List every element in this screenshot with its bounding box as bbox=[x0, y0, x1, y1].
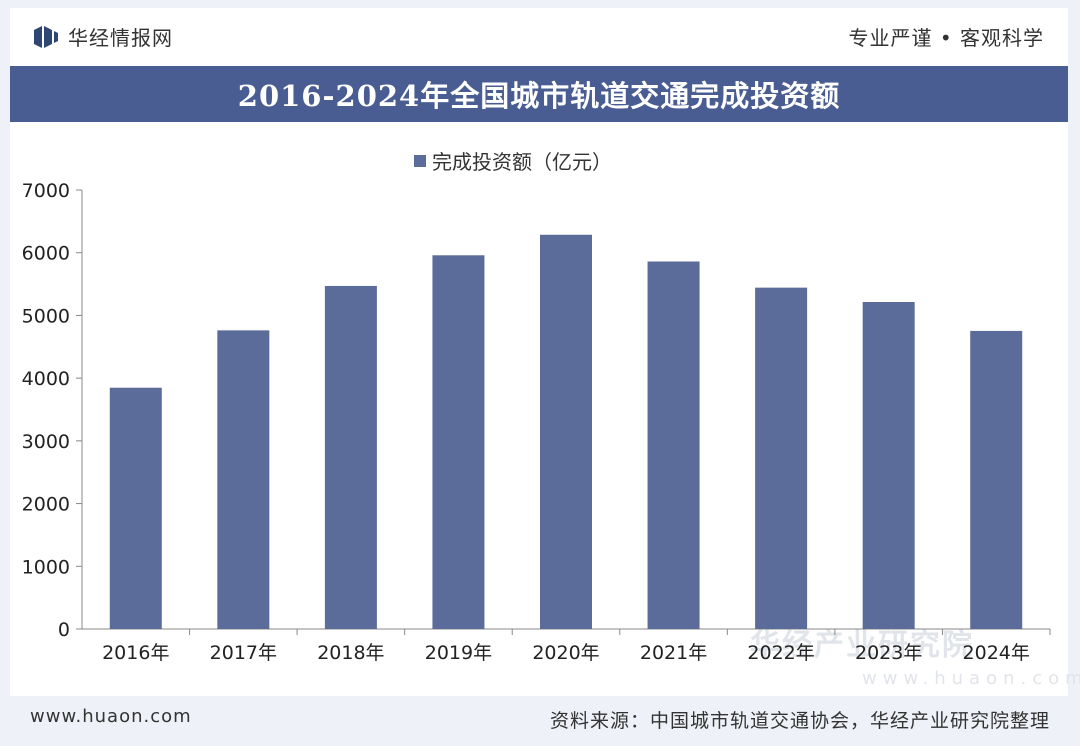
y-tick-label: 5000 bbox=[22, 305, 70, 327]
brand-name: 华经情报网 bbox=[68, 26, 173, 50]
y-tick-label: 1000 bbox=[22, 556, 70, 578]
watermark-url: www.huaon.com bbox=[862, 668, 1080, 689]
y-tick-label: 3000 bbox=[22, 431, 70, 453]
x-tick-label: 2023年 bbox=[855, 642, 922, 664]
x-tick-label: 2024年 bbox=[963, 642, 1030, 664]
x-tick-label: 2020年 bbox=[532, 642, 599, 664]
footer-source: 资料来源：中国城市轨道交通协会，华经产业研究院整理 bbox=[549, 710, 1050, 732]
y-tick-label: 7000 bbox=[22, 180, 70, 202]
bar-2021年 bbox=[647, 261, 700, 629]
brand: 华经情报网 bbox=[34, 22, 173, 51]
slogan: 专业严谨 • 客观科学 bbox=[848, 26, 1044, 50]
bar-2024年 bbox=[970, 330, 1023, 629]
bar-2017年 bbox=[217, 330, 270, 629]
y-tick-label: 4000 bbox=[22, 368, 70, 390]
bar-2023年 bbox=[862, 302, 915, 629]
y-tick-label: 6000 bbox=[22, 243, 70, 265]
bar-2018年 bbox=[324, 285, 377, 629]
x-tick-label: 2022年 bbox=[747, 642, 814, 664]
bar-2020年 bbox=[540, 234, 592, 629]
footer: www.huaon.com 资料来源：中国城市轨道交通协会，华经产业研究院整理 bbox=[0, 696, 1080, 740]
x-tick-label: 2018年 bbox=[317, 642, 384, 664]
y-tick-label: 0 bbox=[58, 619, 70, 641]
chart-frame: 华经情报网 专业严谨 • 客观科学 2016-2024年全国城市轨道交通完成投资… bbox=[10, 8, 1080, 738]
bar-2022年 bbox=[755, 287, 808, 629]
footer-website: www.huaon.com bbox=[30, 706, 192, 727]
brand-logo-icon bbox=[34, 25, 58, 48]
legend-swatch bbox=[414, 154, 426, 167]
x-tick-label: 2017年 bbox=[210, 642, 277, 664]
x-tick-label: 2021年 bbox=[640, 642, 707, 664]
legend: 完成投资额（亿元） bbox=[414, 146, 612, 175]
legend-label: 完成投资额（亿元） bbox=[432, 150, 612, 174]
bar-2019年 bbox=[432, 255, 485, 629]
x-tick-label: 2019年 bbox=[425, 642, 492, 664]
header-bar: 华经情报网 专业严谨 • 客观科学 bbox=[10, 8, 1068, 60]
bar-2016年 bbox=[109, 387, 162, 629]
title-bar: 2016-2024年全国城市轨道交通完成投资额 bbox=[10, 66, 1068, 122]
y-tick-label: 2000 bbox=[22, 494, 70, 516]
chart-title: 2016-2024年全国城市轨道交通完成投资额 bbox=[237, 79, 841, 113]
x-tick-label: 2016年 bbox=[102, 642, 169, 664]
bar-chart: 0 1000 2000 3000 4000 5000 6000 7000 2016年 2017年 2… bbox=[22, 180, 1051, 664]
watermark-text: 华经产业研究院 bbox=[750, 628, 974, 663]
